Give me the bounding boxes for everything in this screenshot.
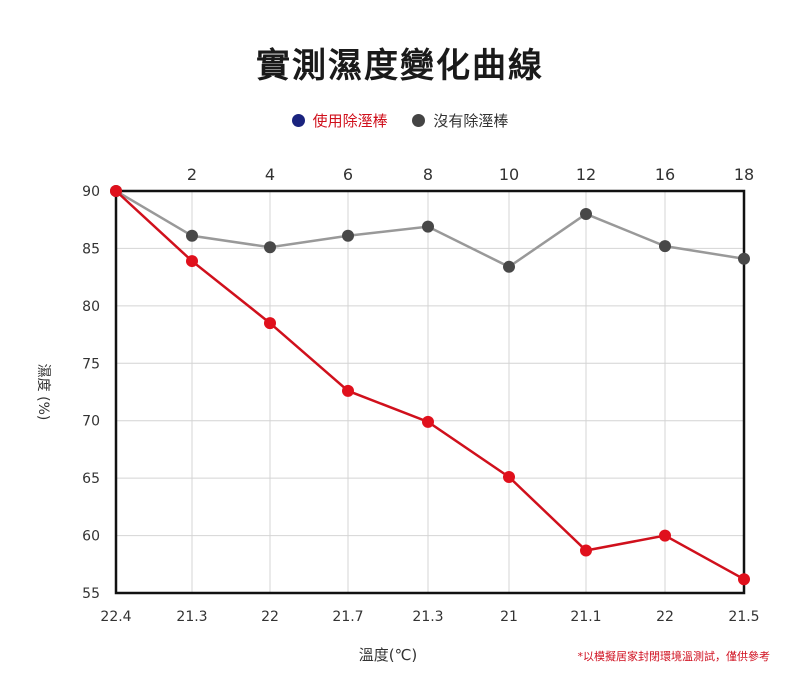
data-point	[503, 260, 515, 273]
x-axis-title: 溫度(℃)	[359, 646, 418, 664]
data-point	[342, 229, 354, 242]
top-tick-label: 10	[499, 165, 519, 184]
top-tick-label: 16	[655, 165, 675, 184]
data-point	[580, 544, 592, 557]
data-point	[422, 415, 434, 428]
legend-label: 使用除溼棒	[312, 112, 388, 130]
legend-dot-icon	[412, 114, 426, 127]
data-point	[186, 255, 198, 268]
y-tick-label: 60	[82, 529, 100, 545]
data-point	[110, 185, 122, 197]
legend-dot-icon	[291, 114, 305, 127]
data-point	[580, 207, 592, 220]
top-tick-label: 12	[576, 165, 596, 184]
top-tick-label: 18	[734, 165, 754, 184]
series-line-0	[115, 190, 745, 581]
chart-title: 實測濕度變化曲線	[256, 46, 544, 86]
y-tick-label: 85	[82, 241, 100, 257]
x-tick-label: 21.7	[332, 609, 363, 625]
data-point	[659, 240, 671, 253]
footnote: *以模擬居家封閉環境溫測試，僅供參考	[577, 650, 771, 663]
y-axis-title: 濕度 (%)	[35, 364, 51, 421]
x-tick-label: 21	[500, 609, 518, 625]
x-tick-label: 22.4	[100, 609, 131, 625]
legend-item-without-dehumidifier: 沒有除溼棒	[412, 110, 508, 131]
y-tick-label: 80	[82, 299, 100, 315]
x-tick-label: 21.1	[570, 609, 601, 625]
data-point	[738, 573, 750, 586]
y-tick-label: 75	[82, 356, 100, 372]
y-tick-label: 55	[82, 586, 100, 602]
top-tick-label: 4	[265, 165, 275, 184]
top-tick-label: 6	[343, 165, 353, 184]
data-point	[503, 470, 515, 483]
data-point	[264, 241, 276, 254]
plot-frame	[114, 189, 746, 595]
data-point	[659, 529, 671, 542]
data-point	[186, 229, 198, 242]
data-point	[342, 384, 354, 397]
data-point	[422, 220, 434, 233]
x-tick-label: 22	[261, 609, 279, 625]
legend-label: 沒有除溼棒	[433, 112, 509, 130]
x-tick-label: 21.5	[728, 609, 759, 625]
x-tick-label: 21.3	[412, 609, 443, 625]
top-tick-label: 8	[423, 165, 433, 184]
top-tick-label: 2	[187, 165, 197, 184]
legend: 使用除溼棒 沒有除溼棒	[0, 110, 800, 131]
y-tick-label: 65	[82, 471, 100, 487]
data-point	[738, 252, 750, 265]
y-tick-label: 70	[82, 414, 100, 430]
y-tick-label: 90	[82, 184, 100, 200]
legend-item-with-dehumidifier: 使用除溼棒	[291, 110, 388, 131]
x-tick-label: 22	[656, 609, 674, 625]
x-tick-label: 21.3	[176, 609, 207, 625]
data-point	[264, 317, 276, 330]
